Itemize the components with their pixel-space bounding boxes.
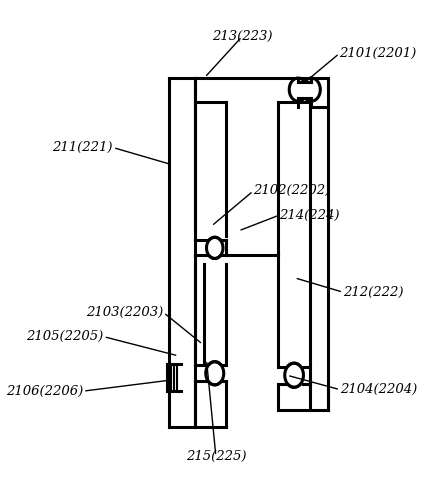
Text: 2101(2201): 2101(2201): [340, 47, 416, 60]
Text: 215(225): 215(225): [186, 450, 246, 463]
Text: 2104(2204): 2104(2204): [340, 383, 417, 396]
Text: 213(223): 213(223): [212, 30, 272, 43]
Text: 2105(2205): 2105(2205): [26, 330, 104, 343]
Text: 212(222): 212(222): [343, 286, 403, 299]
Text: 211(221): 211(221): [52, 141, 113, 154]
Text: 214(224): 214(224): [280, 208, 340, 222]
Text: 2106(2206): 2106(2206): [6, 385, 83, 398]
Text: 2103(2203): 2103(2203): [86, 306, 163, 319]
Text: 2102(2202): 2102(2202): [253, 184, 330, 198]
